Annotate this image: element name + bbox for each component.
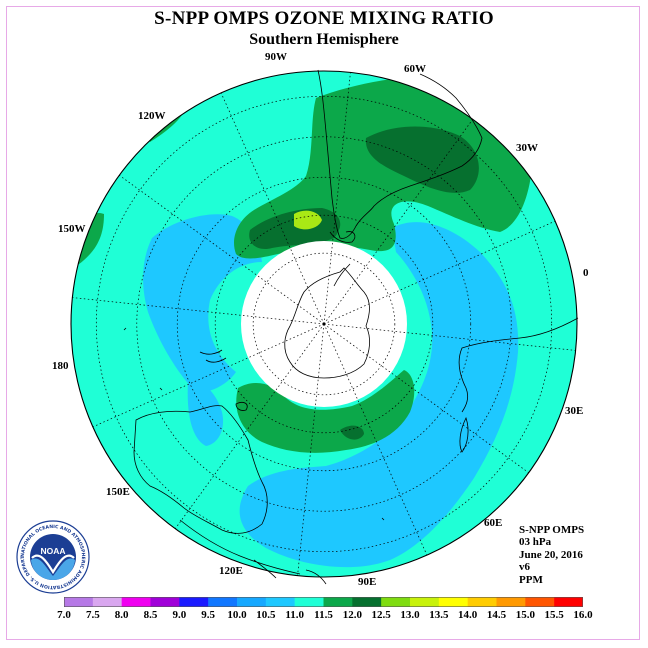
colorbar-segment [64, 597, 94, 607]
longitude-label-90w: 90W [265, 51, 287, 63]
latitude-circle [136, 136, 512, 512]
plot-frame [6, 6, 640, 640]
coast-south-america [317, 69, 483, 239]
longitude-label-60e: 60E [484, 517, 503, 529]
ozone-region-12.0 [340, 425, 364, 440]
colorbar-tick-label: 9.5 [201, 609, 216, 621]
colorbar-segment [381, 597, 411, 607]
colorbar-segment [121, 597, 151, 607]
noaa-logo-text: NOAA [40, 546, 65, 556]
coast-australia [133, 405, 268, 534]
longitude-label-30e: 30E [565, 405, 584, 417]
coast-indonesia [179, 519, 327, 585]
colorbar-tick-label: 10.0 [227, 609, 247, 621]
coast-antarctica [284, 267, 370, 379]
colorbar-tick-label: 8.0 [114, 609, 129, 621]
coast-antarctic-peninsula [333, 263, 351, 287]
ozone-region-10.5 [187, 381, 224, 446]
info-version: v6 [519, 561, 530, 574]
info-units: PPM [519, 573, 543, 586]
coast-new-zealand [199, 349, 227, 363]
longitude-label-120w: 120W [138, 110, 166, 122]
product-info: S-NPP OMPS 03 hPa June 20, 2016 v6 PPM [519, 524, 584, 586]
colorbar-tick-label: 12.5 [371, 609, 391, 621]
ozone-region-12.5 [294, 210, 322, 230]
colorbar-tick-label: 11.5 [314, 609, 333, 621]
latitude-circle [176, 176, 472, 472]
colorbar-segment [92, 597, 122, 607]
colorbar-tick-label: 15.5 [544, 609, 564, 621]
longitude-label-180: 180 [52, 360, 69, 372]
chart-title: S-NPP OMPS OZONE MIXING RATIO [154, 8, 494, 29]
colorbar-segment [208, 597, 238, 607]
longitude-label-60w: 60W [404, 63, 426, 75]
longitude-label-90e: 90E [358, 576, 377, 588]
colorbar-segment [179, 597, 209, 607]
longitude-label-0: 0 [583, 267, 589, 279]
south-pole-marker [322, 322, 326, 326]
longitude-label-120e: 120E [219, 565, 243, 577]
colorbar-segment [525, 597, 555, 607]
colorbar-tick-label: 7.5 [85, 609, 100, 621]
latitude-circle [95, 95, 553, 553]
colorbar-tick-label: 15.0 [515, 609, 535, 621]
colorbar-tick-label: 11.0 [285, 609, 304, 621]
colorbar-tick-label: 7.0 [57, 609, 71, 621]
coast-southern-islands [123, 327, 385, 521]
coast-south-america-tip [329, 231, 356, 243]
colorbar-tick-label: 16.0 [573, 609, 593, 621]
colorbar-segment [352, 597, 382, 607]
colorbar-segment [323, 597, 353, 607]
colorbar-segment [150, 597, 180, 607]
longitude-label-30w: 30W [516, 142, 538, 154]
colorbar-segment [410, 597, 440, 607]
colorbar-tick-label: 10.5 [256, 609, 276, 621]
coast-tasmania [235, 402, 248, 411]
latitude-circle [214, 214, 434, 434]
colorbar-tick-label: 14.0 [458, 609, 478, 621]
colorbar-tick-label: 14.5 [486, 609, 507, 621]
ozone-region-10.5 [143, 214, 262, 393]
latitude-circle [252, 252, 396, 396]
longitude-label-150e: 150E [106, 486, 130, 498]
colorbar-tick-label: 12.0 [342, 609, 362, 621]
chart-subtitle: Southern Hemisphere [249, 31, 399, 48]
coast-madagascar [459, 416, 469, 453]
colorbar-segment [467, 597, 497, 607]
info-pressure: 03 hPa [519, 536, 552, 549]
graticule [72, 72, 576, 576]
hemisphere-boundary [70, 70, 578, 578]
coastlines [123, 69, 579, 585]
ozone-region-12.0 [365, 126, 479, 193]
colorbar-segment [237, 597, 267, 607]
colorbar-segment [496, 597, 526, 607]
colorbar-segment [438, 597, 468, 607]
colorbar-tick-label: 13.0 [400, 609, 420, 621]
noaa-logo: NATIONAL OCEANIC AND ATMOSPHERIC ADMINIS… [16, 520, 90, 594]
colorbar-segment [265, 597, 295, 607]
ozone-region-10.5 [239, 222, 519, 568]
coast-africa [458, 317, 579, 413]
info-date: June 20, 2016 [519, 548, 583, 561]
colorbar-segment [554, 597, 583, 607]
longitude-label-150w: 150W [58, 223, 86, 235]
info-instrument: S-NPP OMPS [519, 524, 585, 536]
colorbar-tick-label: 13.5 [429, 609, 449, 621]
colorbar [64, 597, 583, 607]
colorbar-tick-label: 8.5 [143, 609, 158, 621]
colorbar-segment [294, 597, 324, 607]
colorbar-tick-label: 9.0 [172, 609, 187, 621]
ozone-region-11.5 [236, 370, 415, 453]
